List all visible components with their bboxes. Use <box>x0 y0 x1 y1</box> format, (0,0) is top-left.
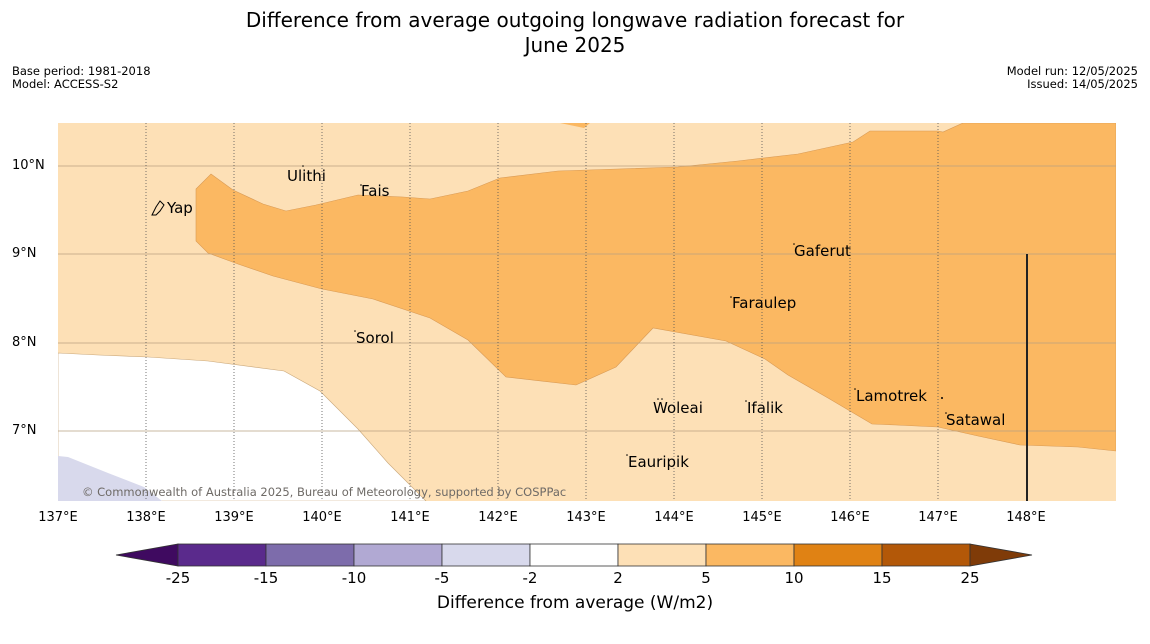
longitude-gridlines <box>145 123 939 501</box>
place-label-ifalik: Ifalik <box>747 399 783 417</box>
positive-anomaly-sliver <box>560 123 590 128</box>
negative-anomaly-region <box>58 456 162 501</box>
meta-left: Base period: 1981-2018 Model: ACCESS-S2 <box>12 65 151 91</box>
positive-anomaly-region <box>195 123 1116 452</box>
colorbar-title: Difference from average (W/m2) <box>436 593 714 613</box>
colorbar-tick-label: 2 <box>613 569 623 587</box>
place-label-woleai: Woleai <box>653 399 703 417</box>
colorbar-segment <box>177 543 267 567</box>
colorbar-tick-label: -25 <box>165 569 191 587</box>
lon-label-148e: 148°E <box>1006 510 1046 525</box>
colorbar-segment <box>881 543 971 567</box>
colorbar-tick-label: -5 <box>434 569 450 587</box>
colorbar-segment <box>705 543 795 567</box>
issued-date: Issued: 14/05/2025 <box>1027 77 1138 91</box>
place-label-yap: Yap <box>166 199 193 217</box>
map-title: Difference from average outgoing longwav… <box>0 8 1150 58</box>
colorbar-tick-label: 25 <box>960 569 980 587</box>
place-label-faraulep: Faraulep <box>732 294 796 312</box>
model-run: Model run: 12/05/2025 <box>1006 64 1138 78</box>
lon-label-137e: 137°E <box>38 510 78 525</box>
title-line-2: June 2025 <box>524 33 626 57</box>
colorbar-extend-low <box>115 543 179 567</box>
place-label-ulithi: Ulithi <box>287 167 326 185</box>
lat-label-7n: 7°N <box>12 423 37 438</box>
lat-label-10n: 10°N <box>12 158 45 173</box>
place-label-satawal: Satawal <box>946 411 1005 429</box>
colorbar-tick-label: 5 <box>701 569 711 587</box>
lon-label-140e: 140°E <box>302 510 342 525</box>
lon-label-139e: 139°E <box>214 510 254 525</box>
lon-label-143e: 143°E <box>566 510 606 525</box>
colorbar-segment <box>793 543 883 567</box>
place-label-eauripik: Eauripik <box>628 453 689 471</box>
colorbar-tick-label: -2 <box>522 569 538 587</box>
lon-label-141e: 141°E <box>390 510 430 525</box>
lon-label-146e: 146°E <box>830 510 870 525</box>
place-label-fais: Fais <box>361 182 390 200</box>
colorbar-tick-label: -15 <box>253 569 279 587</box>
colorbar-segment <box>529 543 619 567</box>
lat-label-8n: 8°N <box>12 335 37 350</box>
lon-label-142e: 142°E <box>478 510 518 525</box>
base-period: Base period: 1981-2018 <box>12 64 151 78</box>
lon-label-144e: 144°E <box>654 510 694 525</box>
latitude-gridlines <box>58 165 1116 432</box>
meta-right: Model run: 12/05/2025 Issued: 14/05/2025 <box>1007 65 1138 91</box>
colorbar-tick-label: 10 <box>784 569 804 587</box>
colorbar-tick-label: 15 <box>872 569 892 587</box>
lon-label-138e: 138°E <box>126 510 166 525</box>
colorbar-extend-high <box>969 543 1033 567</box>
copyright-notice: © Commonwealth of Australia 2025, Bureau… <box>82 485 566 499</box>
colorbar-segment <box>353 543 443 567</box>
map-panel: Yap Ulithi Fais Gaferut Faraulep Sorol L… <box>58 123 1116 501</box>
colorbar-segment <box>265 543 355 567</box>
colorbar <box>115 543 1033 567</box>
island-markers <box>302 165 947 456</box>
colorbar-segment <box>441 543 531 567</box>
lat-label-9n: 9°N <box>12 246 37 261</box>
colorbar-tick-label: -10 <box>341 569 367 587</box>
near-normal-region <box>58 352 427 501</box>
model-name: Model: ACCESS-S2 <box>12 77 119 91</box>
title-line-1: Difference from average outgoing longwav… <box>245 8 905 32</box>
yap-island-shape <box>151 200 165 216</box>
lon-label-147e: 147°E <box>918 510 958 525</box>
map-svg: Yap Ulithi Fais Gaferut Faraulep Sorol L… <box>58 123 1116 501</box>
place-label-sorol: Sorol <box>356 329 394 347</box>
colorbar-segment <box>617 543 707 567</box>
lon-label-145e: 145°E <box>742 510 782 525</box>
place-label-gaferut: Gaferut <box>794 242 851 260</box>
place-label-lamotrek: Lamotrek <box>856 387 927 405</box>
